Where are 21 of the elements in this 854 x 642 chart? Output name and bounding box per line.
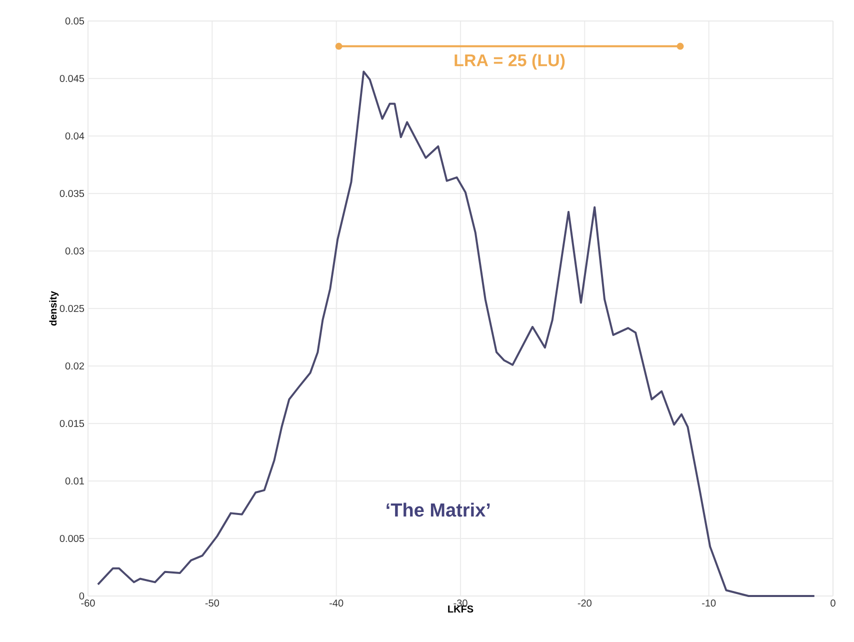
y-tick-label: 0.05	[65, 17, 84, 25]
y-tick-label: 0	[79, 592, 84, 600]
y-tick-label: 0.015	[60, 420, 84, 428]
y-tick-label: 0.025	[60, 304, 84, 312]
x-tick-label: 0	[830, 600, 836, 607]
y-tick-label: 0.045	[60, 74, 84, 82]
x-tick-label: -10	[702, 600, 716, 607]
y-tick-label: 0.04	[65, 132, 84, 140]
y-tick-label: 0.035	[60, 190, 84, 198]
annotation: ‘The Matrix’	[386, 502, 490, 517]
x-tick-label: -50	[205, 600, 220, 607]
series-label: LRA = 25 (LU)	[454, 54, 565, 70]
y-tick-label: 0.005	[60, 534, 84, 542]
x-tick-label: -20	[578, 600, 592, 607]
y-tick-label: 0.01	[65, 477, 84, 485]
y-tick-label: 0.02	[65, 362, 84, 370]
x-tick-label: -40	[330, 600, 344, 607]
y-axis-title: density	[49, 291, 59, 326]
x-tick-label: -60	[81, 600, 95, 607]
y-tick-label: 0.03	[65, 247, 84, 255]
x-axis-title: LKFS	[448, 605, 474, 613]
